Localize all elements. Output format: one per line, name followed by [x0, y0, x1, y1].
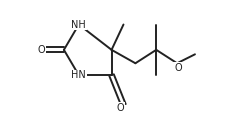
Text: O: O: [174, 63, 182, 73]
Text: HN: HN: [71, 70, 86, 80]
Text: NH: NH: [71, 20, 86, 30]
Text: O: O: [117, 103, 124, 113]
Text: O: O: [38, 45, 45, 55]
